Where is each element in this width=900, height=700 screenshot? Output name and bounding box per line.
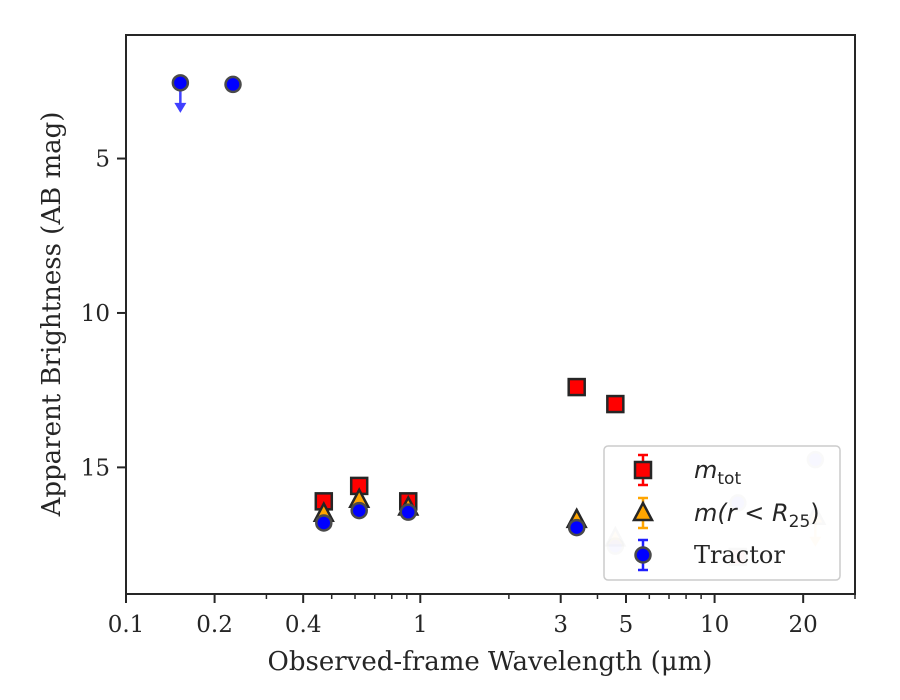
y-axis-label: Apparent Brightness (AB mag) — [37, 112, 67, 518]
x-tick-label: 3 — [553, 612, 568, 638]
data-point-circle — [350, 501, 368, 520]
legend-item-mr25: m(r < R25) — [631, 496, 820, 532]
legend-marker-square — [633, 460, 653, 480]
data-point-circle — [315, 514, 333, 532]
data-point-circle — [171, 74, 190, 92]
x-tick-label: 0.4 — [285, 612, 322, 638]
legend-label: Tractor — [694, 541, 785, 569]
legend: mtot m(r < R25) Tractor — [603, 445, 841, 581]
plot-frame — [125, 34, 856, 595]
y-tick-label: 5 — [95, 147, 110, 173]
data-point-square — [567, 377, 586, 397]
legend-item-tractor: Tractor — [634, 538, 785, 572]
x-axis-label: Observed-frame Wavelength (μm) — [268, 647, 713, 677]
data-point-circle — [399, 503, 417, 521]
data-point-square — [606, 394, 625, 414]
x-tick-label: 20 — [789, 612, 818, 638]
legend-label: m(r < R25) — [694, 499, 820, 532]
legend-marker-triangle — [631, 500, 655, 522]
x-tick-label: 5 — [619, 612, 634, 638]
x-tick-label: 1 — [413, 612, 428, 638]
legend-box — [603, 445, 841, 581]
x-tick-label: 0.2 — [196, 612, 233, 638]
legend-label: mtot — [694, 456, 741, 489]
legend-marker-circle — [634, 546, 652, 564]
axis-ticks: 0.1 0.2 0.4 1 3 5 10 20 5 10 15 — [81, 147, 856, 638]
data-point-circle — [224, 75, 242, 94]
legend-item-mtot: mtot — [633, 453, 741, 489]
y-tick-label: 15 — [81, 455, 110, 481]
x-tick-label: 10 — [700, 612, 729, 638]
y-tick-label: 10 — [81, 301, 110, 327]
x-tick-label: 0.1 — [108, 612, 145, 638]
data-point-circle — [567, 518, 586, 537]
